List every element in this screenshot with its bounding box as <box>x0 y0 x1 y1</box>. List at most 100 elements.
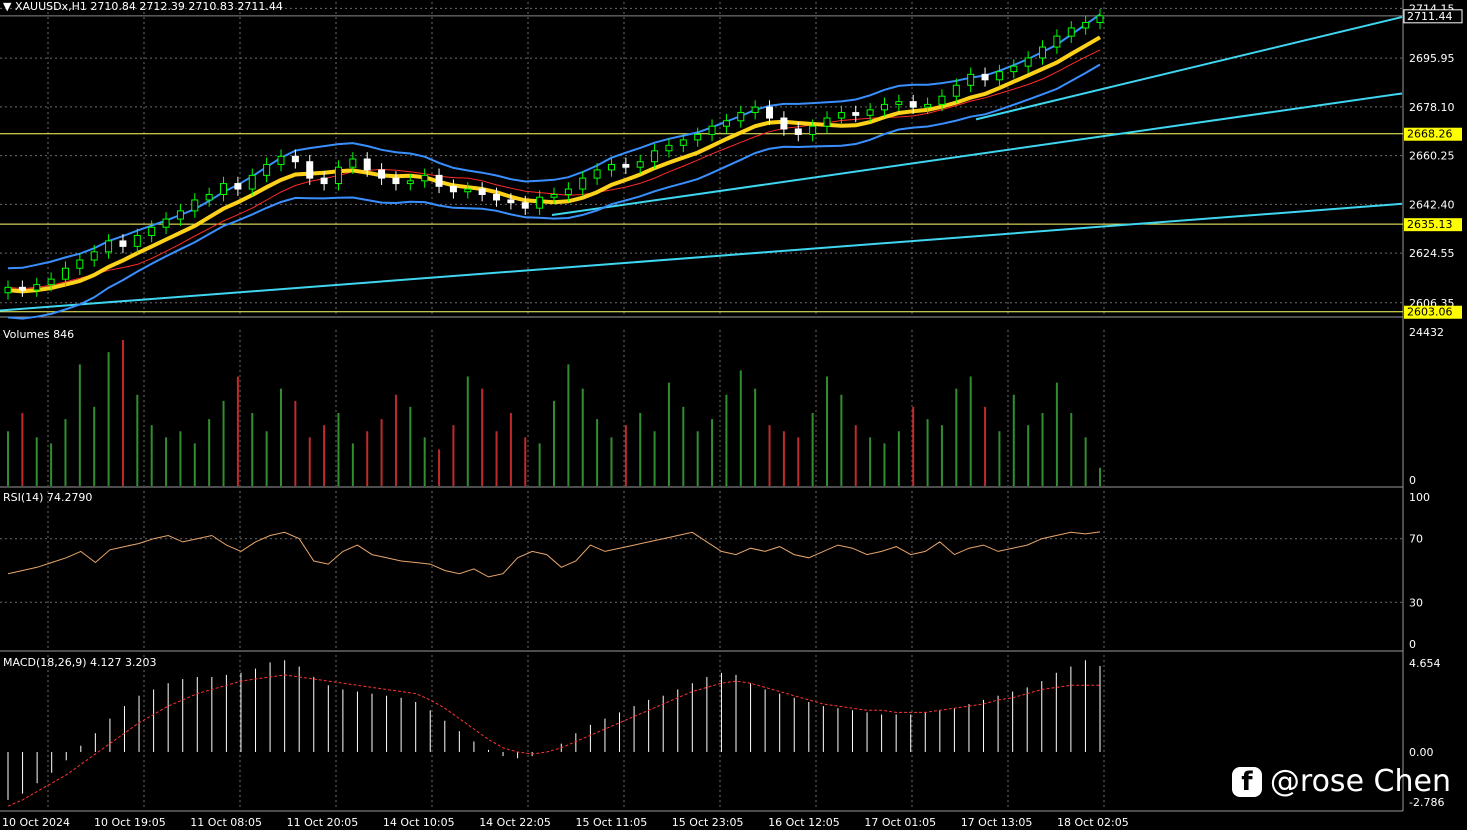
candle <box>378 163 386 185</box>
candle-body <box>766 106 774 119</box>
candle <box>938 89 946 112</box>
candle <box>665 138 673 158</box>
candle-body <box>406 180 414 185</box>
candle-body <box>737 112 745 122</box>
candle <box>119 234 127 254</box>
x-tick-label: 11 Oct 20:05 <box>287 816 359 829</box>
dropdown-triangle-icon[interactable]: ▼ <box>3 0 12 13</box>
candle-body <box>291 155 299 163</box>
candle-body <box>33 284 41 291</box>
candle <box>636 154 644 175</box>
candle-body <box>507 199 515 204</box>
candle <box>320 171 328 191</box>
level-price-box <box>1404 305 1462 319</box>
candle <box>176 204 184 226</box>
candle-body <box>852 112 860 116</box>
candle-body <box>679 139 687 146</box>
candle-body <box>191 199 199 212</box>
candle <box>952 78 960 104</box>
macd-panel-label: MACD(18,26,9) 4.127 3.203 <box>3 656 157 669</box>
candle <box>1039 40 1047 65</box>
rsi-axis-label: 0 <box>1409 638 1416 651</box>
candle-body <box>478 188 486 195</box>
candle-body <box>176 210 184 220</box>
candle-body <box>205 193 213 201</box>
candle-body <box>18 286 26 291</box>
candle-body <box>277 155 285 165</box>
candle <box>349 152 357 175</box>
candle <box>493 187 501 207</box>
candle-body <box>378 169 386 179</box>
x-tick-label: 10 Oct 19:05 <box>94 816 166 829</box>
candle <box>679 133 687 153</box>
candle-body <box>924 103 932 108</box>
candle-body <box>162 218 170 228</box>
candle <box>61 261 69 286</box>
candle <box>1024 51 1032 73</box>
candle <box>895 94 903 112</box>
candle <box>334 160 342 191</box>
candle <box>995 64 1003 87</box>
candle <box>133 228 141 254</box>
price-tick-label: 2678.10 <box>1409 101 1455 114</box>
candle-body <box>392 177 400 185</box>
macd-axis-min: -2.786 <box>1409 796 1444 809</box>
candle-body <box>521 202 529 209</box>
candle <box>234 176 242 196</box>
x-tick-label: 15 Oct 23:05 <box>672 816 744 829</box>
candle <box>622 157 630 175</box>
x-tick-label: 15 Oct 11:05 <box>576 816 648 829</box>
candle-body <box>76 259 84 269</box>
candle <box>909 94 917 114</box>
candle-body <box>1039 46 1047 59</box>
candle <box>694 127 702 147</box>
candle <box>248 168 256 196</box>
candle <box>90 245 98 267</box>
candle-body <box>794 128 802 135</box>
candle <box>880 97 888 117</box>
candle <box>392 171 400 191</box>
x-tick-label: 10 Oct 2024 <box>2 816 70 829</box>
candle-body <box>220 183 228 195</box>
candle <box>1096 8 1104 30</box>
candle <box>809 119 817 142</box>
candle-body <box>90 251 98 261</box>
rsi-axis-label: 30 <box>1409 596 1423 609</box>
candle-body <box>967 73 975 86</box>
candle-body <box>449 185 457 193</box>
candle <box>435 168 443 194</box>
candle <box>981 67 989 87</box>
x-tick-label: 16 Oct 12:05 <box>768 816 840 829</box>
candle-body <box>694 133 702 141</box>
candle <box>18 280 26 297</box>
price-tick-label: 2624.55 <box>1409 247 1455 260</box>
candle <box>837 105 845 125</box>
volume-axis-max: 24432 <box>1409 326 1444 339</box>
candle <box>263 157 271 183</box>
candle <box>651 143 659 169</box>
ohlc-values: 2710.84 2712.39 2710.83 2711.44 <box>90 0 283 13</box>
candle <box>105 234 113 259</box>
trendline <box>975 16 1403 121</box>
candle <box>751 100 759 120</box>
rsi-panel-label: RSI(14) 74.2790 <box>3 491 93 504</box>
candle-body <box>4 286 12 294</box>
candle <box>579 171 587 196</box>
macd-signal-line <box>7 674 1101 807</box>
candle <box>794 122 802 142</box>
macd-axis-max: 4.654 <box>1409 657 1441 670</box>
candle-body <box>823 117 831 127</box>
candle-body <box>722 120 730 127</box>
candle-body <box>636 161 644 168</box>
candle-body <box>550 193 558 198</box>
candle <box>220 176 228 202</box>
candle-body <box>61 267 69 280</box>
candle-body <box>837 112 845 119</box>
bollinger-upper <box>7 13 1101 270</box>
candle <box>766 100 774 125</box>
candle <box>1010 59 1018 79</box>
candle <box>4 280 12 300</box>
candle <box>823 111 831 134</box>
level-price-box <box>1404 218 1462 232</box>
